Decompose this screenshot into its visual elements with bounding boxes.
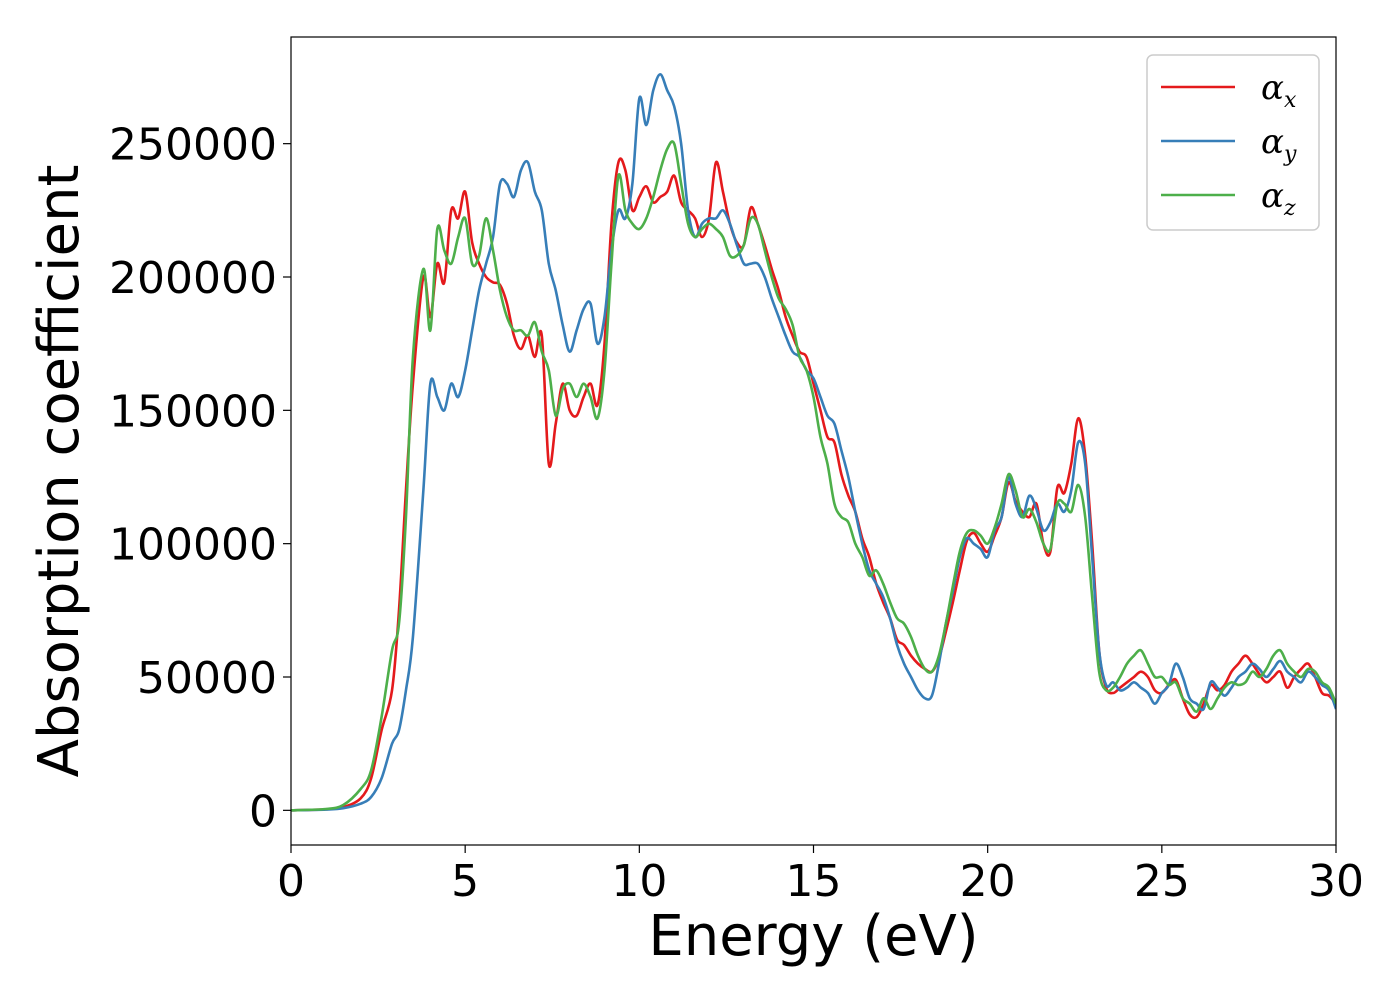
x-tick-label: 5 xyxy=(451,856,479,907)
legend: αx αy αz xyxy=(1146,54,1320,231)
x-tick-label: 25 xyxy=(1134,856,1190,907)
x-tick-label: 0 xyxy=(277,856,305,907)
x-axis-title: Energy (eV) xyxy=(648,904,978,969)
y-tick-label: 150000 xyxy=(109,386,277,437)
legend-label-alpha-x: αx xyxy=(1261,68,1297,113)
series-line-alpha-z xyxy=(291,140,1336,812)
y-tick-label: 200000 xyxy=(109,253,277,304)
legend-box xyxy=(1146,54,1320,231)
y-tick-label: 250000 xyxy=(109,120,277,171)
y-tick-label: 50000 xyxy=(137,653,277,704)
y-tick-label: 0 xyxy=(249,786,277,837)
series-line-alpha-y xyxy=(291,73,1336,812)
x-tick-label: 15 xyxy=(786,856,842,907)
legend-label-alpha-y: αy xyxy=(1261,122,1297,167)
y-tick-label: 100000 xyxy=(109,520,277,571)
legend-label-alpha-z: αz xyxy=(1261,176,1296,221)
x-tick-label: 10 xyxy=(611,856,667,907)
series-layer xyxy=(291,73,1336,812)
x-axis: 0 5 10 15 20 25 30 xyxy=(277,845,1364,907)
y-axis-title: Absorption coefficient xyxy=(27,165,92,778)
x-tick-label: 30 xyxy=(1308,856,1364,907)
x-tick-label: 20 xyxy=(960,856,1016,907)
y-axis: 0 50000 100000 150000 200000 250000 xyxy=(109,120,291,837)
